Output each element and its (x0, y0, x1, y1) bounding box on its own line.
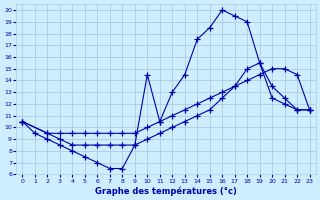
X-axis label: Graphe des températures (°c): Graphe des températures (°c) (95, 186, 237, 196)
